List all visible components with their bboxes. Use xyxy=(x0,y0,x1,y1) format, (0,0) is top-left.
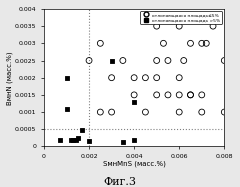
Y-axis label: BмнN (масс.%): BмнN (масс.%) xyxy=(7,51,13,105)
Point xyxy=(162,42,165,45)
Point xyxy=(177,111,181,114)
Point xyxy=(155,25,159,28)
Point xyxy=(98,42,102,45)
Point xyxy=(121,59,125,62)
Point xyxy=(110,59,114,62)
Point xyxy=(189,93,192,96)
Point xyxy=(98,111,102,114)
Point xyxy=(58,138,62,141)
Point xyxy=(211,25,215,28)
Point xyxy=(155,59,159,62)
Point xyxy=(110,76,114,79)
Point xyxy=(74,139,78,142)
Point xyxy=(121,140,125,143)
Point xyxy=(200,111,204,114)
Legend: отлоняющаяся площадь≤5%, отлоняющаяся площадь >5%: отлоняющаяся площадь≤5%, отлоняющаяся пл… xyxy=(140,11,222,24)
Point xyxy=(155,76,159,79)
Point xyxy=(222,111,226,114)
Point xyxy=(110,111,114,114)
Point xyxy=(132,138,136,141)
Point xyxy=(200,42,204,45)
X-axis label: SмнMnS (масс.%): SмнMnS (масс.%) xyxy=(103,160,166,167)
Point xyxy=(65,76,68,79)
Point xyxy=(204,42,208,45)
Point xyxy=(76,136,80,139)
Point xyxy=(144,111,147,114)
Point xyxy=(177,25,181,28)
Point xyxy=(80,128,84,131)
Point xyxy=(87,59,91,62)
Point xyxy=(222,59,226,62)
Point xyxy=(144,76,147,79)
Point xyxy=(65,107,68,110)
Point xyxy=(177,76,181,79)
Point xyxy=(166,59,170,62)
Point xyxy=(177,93,181,96)
Point xyxy=(182,59,186,62)
Point xyxy=(132,76,136,79)
Point xyxy=(69,139,73,142)
Point xyxy=(166,93,170,96)
Point xyxy=(132,100,136,103)
Point xyxy=(155,93,159,96)
Point xyxy=(189,93,192,96)
Point xyxy=(132,93,136,96)
Text: Фиг.3: Фиг.3 xyxy=(103,177,137,187)
Point xyxy=(200,93,204,96)
Point xyxy=(87,140,91,143)
Point xyxy=(71,139,75,142)
Point xyxy=(189,42,192,45)
